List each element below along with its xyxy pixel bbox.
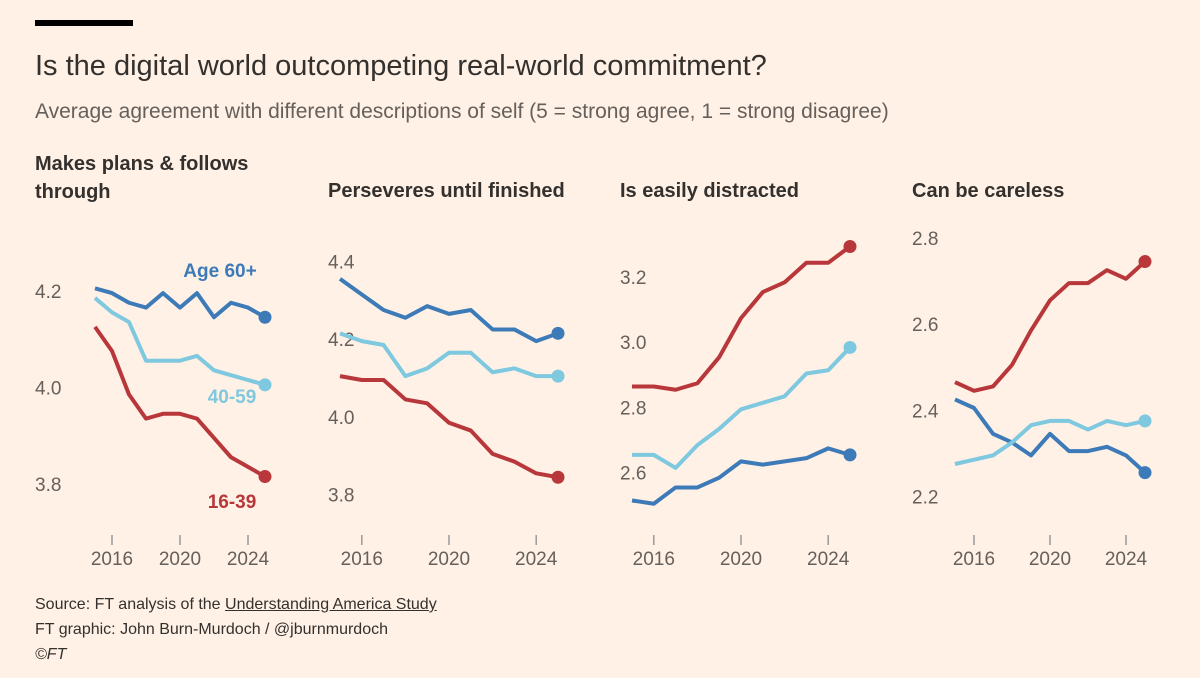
x-tick-label: 2020 — [428, 549, 470, 570]
source-text: Source: FT analysis of the — [35, 596, 221, 613]
panel-title: Perseveres until finished — [328, 180, 565, 202]
series-line — [93, 296, 266, 387]
series-label: Age 60+ — [183, 261, 256, 282]
series-label: 40-59 — [208, 387, 257, 408]
x-tick-label: 2020 — [159, 549, 201, 570]
series-line — [954, 260, 1147, 393]
series-line — [631, 446, 851, 506]
credit: FT graphic: John Burn-Murdoch / @jburnmu… — [35, 621, 388, 638]
end-dot — [258, 378, 272, 392]
x-tick-label: 2024 — [515, 549, 558, 570]
x-tick-label: 2024 — [807, 549, 850, 570]
x-tick-label: 2016 — [91, 549, 133, 570]
series-line — [632, 244, 852, 392]
source: Source: FT analysis of the Understanding… — [35, 596, 437, 614]
title-bar — [35, 20, 133, 26]
series-line — [94, 286, 266, 320]
end-dot — [843, 448, 857, 462]
y-tick-label: 3.8 — [328, 486, 354, 507]
end-dot — [1138, 255, 1152, 269]
y-tick-label: 4.4 — [328, 252, 355, 273]
end-dot — [258, 310, 272, 324]
x-tick-label: 2024 — [1105, 549, 1148, 570]
y-tick-label: 3.0 — [620, 333, 646, 354]
x-tick-label: 2020 — [1029, 549, 1071, 570]
end-dot — [551, 470, 565, 484]
copyright: ©FT — [35, 646, 67, 663]
y-tick-label: 4.0 — [35, 379, 61, 400]
end-dot — [843, 340, 857, 354]
y-tick-label: 2.6 — [620, 463, 646, 484]
x-tick-label: 2020 — [720, 549, 762, 570]
end-dot — [258, 470, 272, 484]
x-tick-label: 2016 — [633, 549, 675, 570]
y-tick-label: 2.2 — [912, 487, 938, 508]
end-dot — [551, 369, 565, 383]
x-tick-label: 2024 — [227, 549, 270, 570]
end-dot — [1138, 466, 1152, 480]
y-tick-label: 3.8 — [35, 475, 61, 496]
end-dot — [551, 326, 565, 340]
x-tick-label: 2016 — [341, 549, 383, 570]
series-label: 16-39 — [208, 492, 257, 513]
series-line — [339, 374, 559, 480]
end-dot — [1138, 414, 1152, 428]
y-tick-label: 2.8 — [620, 398, 646, 419]
series-line — [93, 325, 266, 479]
source-link[interactable]: Understanding America Study — [225, 596, 437, 613]
series-line — [338, 277, 559, 344]
series-line — [954, 418, 1146, 466]
end-dot — [843, 240, 857, 254]
y-tick-label: 2.4 — [912, 401, 939, 422]
series-line — [632, 346, 852, 470]
subtitle: Average agreement with different descrip… — [35, 100, 889, 123]
y-tick-label: 4.0 — [328, 408, 354, 429]
panel-title: Can be careless — [912, 180, 1065, 202]
series-line — [339, 331, 558, 379]
y-tick-label: 2.6 — [912, 315, 938, 336]
x-tick-label: 2016 — [953, 549, 995, 570]
title: Is the digital world outcompeting real-w… — [35, 50, 767, 82]
y-tick-label: 3.2 — [620, 268, 646, 289]
panel-title: Makes plans & follows through — [35, 153, 249, 203]
y-tick-label: 4.2 — [35, 282, 61, 303]
series-line — [954, 397, 1147, 475]
y-tick-label: 2.8 — [912, 229, 938, 250]
panel-title: Is easily distracted — [620, 180, 799, 202]
